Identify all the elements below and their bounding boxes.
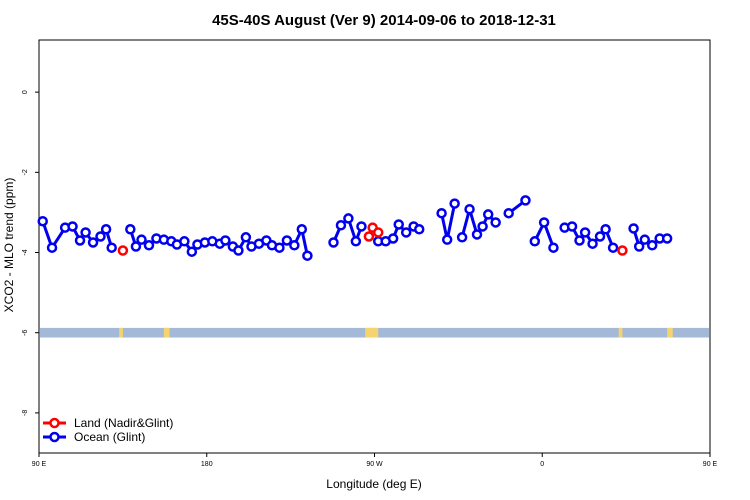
y-tick-label: -2: [22, 169, 29, 175]
data-point: [628, 223, 639, 234]
data-point: [477, 221, 488, 232]
data-point: [617, 245, 628, 256]
data-point: [363, 231, 375, 242]
data-point: [661, 233, 673, 244]
data-point: [302, 250, 313, 261]
legend-marker-land: [49, 417, 60, 429]
data-point: [274, 242, 285, 253]
surface-band-land: [163, 327, 170, 338]
data-point: [296, 224, 308, 235]
data-point: [529, 236, 541, 247]
data-point: [600, 224, 611, 235]
data-point: [520, 195, 531, 206]
data-point: [471, 229, 483, 240]
data-point: [393, 219, 404, 230]
data-point: [566, 221, 578, 232]
data-point: [233, 245, 244, 256]
data-point: [117, 245, 129, 256]
surface-band-land: [618, 327, 623, 338]
data-point: [490, 217, 501, 228]
data-point: [100, 224, 112, 235]
data-point: [281, 235, 293, 246]
data-point: [343, 213, 354, 224]
data-point: [464, 203, 475, 215]
surface-band-land: [365, 327, 379, 338]
data-point: [372, 227, 384, 238]
data-point: [130, 241, 142, 252]
x-tick-label: 90 W: [366, 461, 383, 468]
data-point: [646, 240, 658, 251]
x-tick-label: 180: [201, 461, 213, 468]
data-point: [456, 232, 468, 243]
data-point: [289, 240, 300, 251]
data-point: [186, 246, 198, 257]
data-point: [106, 242, 117, 253]
data-point: [574, 235, 585, 246]
data-point: [482, 209, 494, 220]
data-point: [548, 242, 559, 253]
y-axis-label: XCO2 - MLO trend (ppm): [2, 178, 16, 313]
data-point: [136, 234, 147, 245]
y-tick-label: -8: [22, 410, 29, 416]
data-point: [436, 207, 447, 219]
legend-item-land: Land (Nadir&Glint): [43, 416, 173, 430]
y-tick-label: -4: [22, 249, 29, 255]
x-tick-label: 0: [540, 461, 544, 468]
data-point: [87, 237, 99, 248]
surface-band-land: [119, 327, 123, 338]
surface-band: [40, 327, 709, 338]
data-point: [80, 227, 91, 238]
series-0: [37, 195, 673, 261]
x-tick-label: 90 E: [703, 461, 718, 468]
data-point: [607, 242, 619, 253]
surface-band-land: [667, 327, 673, 338]
data-point: [220, 235, 231, 246]
data-point: [240, 232, 252, 243]
legend: Land (Nadir&Glint) Ocean (Glint): [43, 416, 173, 444]
data-point: [449, 198, 460, 209]
legend-marker-ocean: [49, 431, 60, 443]
data-point: [639, 234, 651, 245]
data-point: [67, 221, 78, 232]
legend-item-ocean: Ocean (Glint): [43, 430, 145, 444]
data-point: [328, 237, 339, 248]
x-tick-label: 90 E: [32, 461, 47, 468]
legend-label-ocean: Ocean (Glint): [74, 430, 145, 444]
y-tick-label: -6: [22, 329, 29, 335]
data-point: [587, 238, 598, 249]
data-point: [633, 241, 645, 252]
data-point: [356, 221, 367, 232]
data-point: [387, 233, 399, 244]
x-axis-label: Longitude (deg E): [326, 477, 421, 491]
data-point: [538, 217, 550, 228]
data-point: [179, 236, 190, 247]
chart-title: 45S-40S August (Ver 9) 2014-09-06 to 201…: [212, 12, 556, 29]
data-point: [579, 227, 591, 238]
data-point: [37, 215, 48, 227]
series: [37, 195, 673, 261]
data-point: [46, 242, 58, 253]
axes: 90 E 180 90 W 0 90 E 0 -2 -4 -6 -8: [22, 39, 718, 468]
data-point: [413, 224, 425, 235]
data-point: [594, 231, 606, 242]
data-point: [350, 236, 362, 247]
data-point: [125, 224, 136, 235]
data-point: [143, 240, 155, 251]
data-point: [441, 234, 453, 245]
data-point: [400, 227, 412, 238]
data-point: [74, 235, 86, 246]
data-point: [335, 219, 347, 231]
data-point: [95, 231, 106, 242]
legend-label-land: Land (Nadir&Glint): [74, 416, 173, 430]
series-1: [117, 222, 628, 256]
y-tick-label: 0: [22, 90, 29, 94]
data-point: [503, 207, 514, 219]
